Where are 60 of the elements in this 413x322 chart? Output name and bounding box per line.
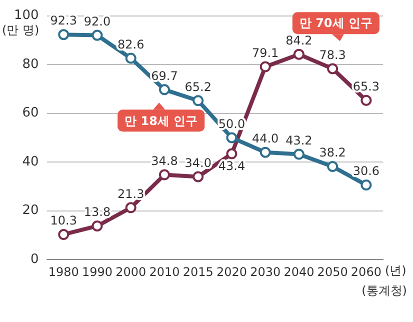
y-tick-label: 60 bbox=[22, 106, 39, 121]
x-tick-label: 2010 bbox=[149, 264, 180, 279]
y-tick-label: 20 bbox=[22, 203, 39, 218]
x-tick-label: 1980 bbox=[48, 264, 79, 279]
point bbox=[327, 63, 338, 74]
y-axis-title: (만 명) bbox=[2, 22, 40, 37]
data-label: 82.6 bbox=[118, 37, 144, 52]
text: (통계청) bbox=[362, 284, 407, 298]
point bbox=[327, 160, 338, 172]
point bbox=[226, 132, 238, 144]
data-label: 79.1 bbox=[252, 46, 279, 60]
data-label: 34.0 bbox=[184, 156, 212, 170]
data-label: 78.3 bbox=[319, 48, 346, 62]
data-label: 43.4 bbox=[218, 158, 246, 173]
x-tick-label: 2000 bbox=[116, 264, 146, 279]
point bbox=[192, 95, 204, 106]
data-label: 10.3 bbox=[50, 214, 77, 228]
point bbox=[125, 52, 136, 64]
point bbox=[360, 179, 372, 190]
y-tick-label: 40 bbox=[22, 154, 39, 170]
data-label: 65.3 bbox=[352, 80, 380, 94]
point bbox=[260, 146, 271, 158]
data-label: 69.7 bbox=[151, 68, 178, 83]
point bbox=[293, 148, 304, 160]
series-label: 만 18세 인구 bbox=[124, 114, 198, 128]
data-label: 84.2 bbox=[286, 33, 312, 48]
x-tick-label: 2060 bbox=[350, 264, 382, 279]
x-tick-label: 2050 bbox=[317, 264, 348, 279]
point bbox=[260, 61, 271, 72]
data-label: 92.3 bbox=[50, 14, 77, 28]
point bbox=[92, 30, 103, 41]
data-label: 92.0 bbox=[84, 14, 111, 28]
data-label: 43.2 bbox=[286, 133, 312, 148]
point bbox=[58, 228, 70, 240]
series-label: 만 70세 인구 bbox=[299, 16, 372, 30]
x-tick-label: 1990 bbox=[82, 264, 113, 279]
x-tick-label: 2030 bbox=[250, 264, 281, 279]
point bbox=[158, 84, 170, 96]
data-label: 44.0 bbox=[252, 131, 279, 146]
point bbox=[226, 148, 238, 160]
point bbox=[192, 171, 204, 182]
data-label: 30.6 bbox=[352, 164, 380, 178]
data-label: 13.8 bbox=[84, 205, 111, 220]
point bbox=[360, 94, 372, 106]
x-tick-label: 2015 bbox=[182, 264, 214, 279]
x-tick-label: 2020 bbox=[216, 264, 247, 279]
point bbox=[293, 48, 304, 60]
y-tick-label: 80 bbox=[22, 56, 39, 72]
y-tick-label: 100 bbox=[14, 8, 39, 24]
data-label: 34.8 bbox=[151, 154, 178, 168]
x-tick-label: 2040 bbox=[284, 264, 314, 279]
x-axis-title: (년) bbox=[385, 264, 406, 278]
data-label: 65.2 bbox=[184, 80, 212, 94]
y-tick-label: 0 bbox=[30, 252, 39, 267]
point bbox=[158, 169, 170, 180]
data-label: 21.3 bbox=[118, 186, 144, 201]
data-label: 38.2 bbox=[319, 146, 346, 160]
point bbox=[125, 202, 136, 214]
point bbox=[58, 29, 70, 40]
point bbox=[92, 220, 103, 232]
